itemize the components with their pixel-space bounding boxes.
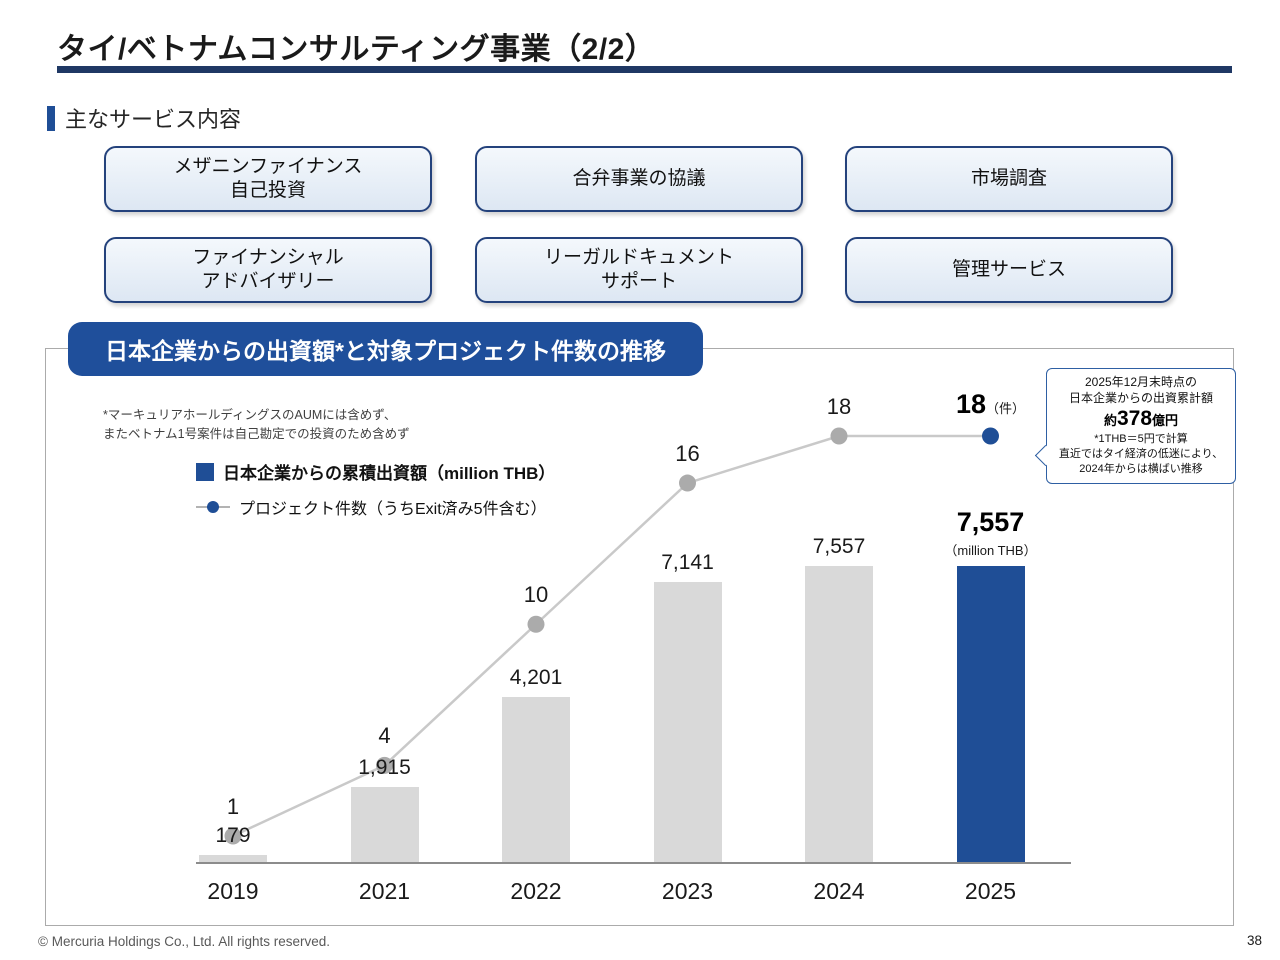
line-marker-2025	[982, 427, 999, 445]
callout-amount: 約378億円	[1051, 407, 1231, 431]
services-heading-label: 主なサービス内容	[65, 107, 242, 132]
service-box-financial-advisory: ファイナンシャル アドバイザリー	[104, 237, 432, 303]
project-count-label-2024: 18	[826, 394, 852, 419]
legend-entry-bar: 日本企業からの累積出資額（million THB）	[196, 459, 555, 484]
bar-2019	[199, 855, 267, 862]
copyright-footer: © Mercuria Holdings Co., Ltd. All rights…	[38, 934, 331, 949]
chart-title-pill: 日本企業からの出資額*と対象プロジェクト件数の推移	[68, 322, 703, 376]
x-axis-label-2019: 2019	[207, 878, 259, 904]
service-box-market-research: 市場調査	[845, 146, 1173, 212]
callout-bubble: 2025年12月末時点の 日本企業からの出資累計額 約378億円 *1THB＝5…	[1034, 368, 1236, 484]
title-underline	[57, 66, 1232, 73]
x-axis-label-2022: 2022	[510, 878, 562, 904]
bar-swatch-icon	[196, 462, 214, 481]
legend-entry-line: プロジェクト件数（うちExit済み5件含む）	[196, 495, 555, 519]
services-heading: 主なサービス内容	[47, 102, 241, 134]
page-number: 38	[1246, 933, 1262, 948]
callout-note-3: 2024年からは横ばい推移	[1079, 463, 1203, 476]
bar-value-label-2019: 179	[215, 824, 251, 847]
chart-legend: 日本企業からの累積出資額（million THB） プロジェクト件数（うちExi…	[196, 459, 555, 530]
bar-value-label-2021: 1,915	[358, 756, 411, 779]
callout-amount-prefix: 約	[1103, 413, 1117, 429]
callout-amount-value: 378	[1116, 407, 1153, 431]
service-box-mezzanine-finance: メザニンファイナンス 自己投資	[104, 146, 432, 212]
x-axis-label-2024: 2024	[813, 878, 865, 904]
callout-note-2: 直近ではタイ経済の低迷により、	[1058, 448, 1224, 461]
line-marker-2022	[527, 615, 545, 633]
x-axis-label-2025: 2025	[964, 878, 1017, 904]
chart-footnote: *マーキュリアホールディングスのAUMには含めず、 またベトナム1号案件は自己勘…	[103, 408, 410, 442]
project-count-label-2022: 10	[523, 582, 549, 608]
project-count-label-2023: 16	[675, 441, 700, 467]
x-axis-label-2023: 2023	[661, 878, 714, 904]
legend-label-bar: 日本企業からの累積出資額（million THB）	[223, 464, 556, 483]
line-marker-icon	[196, 501, 230, 513]
bar-2021	[350, 787, 419, 862]
slide-title: タイ/ベトナムコンサルティング事業（2/2）	[57, 33, 656, 66]
bar-2023	[653, 582, 722, 862]
line-marker-2023	[679, 474, 696, 492]
bar-2022	[502, 697, 570, 862]
service-box-management-service: 管理サービス	[845, 237, 1173, 303]
bar-2024	[805, 566, 873, 862]
section-marker-bar	[47, 105, 55, 131]
callout-line-1: 2025年12月末時点の	[1084, 375, 1198, 389]
callout-line-2: 日本企業からの出資累計額	[1068, 391, 1213, 406]
callout-amount-suffix: 億円	[1152, 413, 1179, 429]
bar-value-label-2023: 7,141	[661, 551, 714, 574]
bar-value-label-2025: 7,557 （million THB）	[944, 507, 1037, 558]
project-count-label-2019: 1	[226, 794, 240, 819]
service-box-legal-document: リーガルドキュメント サポート	[475, 237, 803, 303]
legend-label-line: プロジェクト件数（うちExit済み5件含む）	[239, 501, 547, 518]
callout-note-1: *1THB＝5円で計算	[1094, 433, 1188, 446]
chart-panel: 179 1,915 4,201 7,141 7,557 7,557 （million THB…	[45, 348, 1234, 926]
x-axis-label-2021: 2021	[358, 878, 411, 904]
bar-2025	[956, 566, 1025, 862]
bar-value-label-2022: 4,201	[509, 666, 563, 689]
line-marker-2024	[830, 427, 848, 445]
service-box-joint-venture: 合弁事業の協議	[475, 146, 803, 212]
project-count-label-2021: 4	[378, 723, 391, 749]
x-axis-line	[196, 862, 1071, 864]
bar-value-label-2024: 7,557	[812, 535, 866, 558]
project-count-label-2025: 18（件）	[955, 389, 1026, 419]
